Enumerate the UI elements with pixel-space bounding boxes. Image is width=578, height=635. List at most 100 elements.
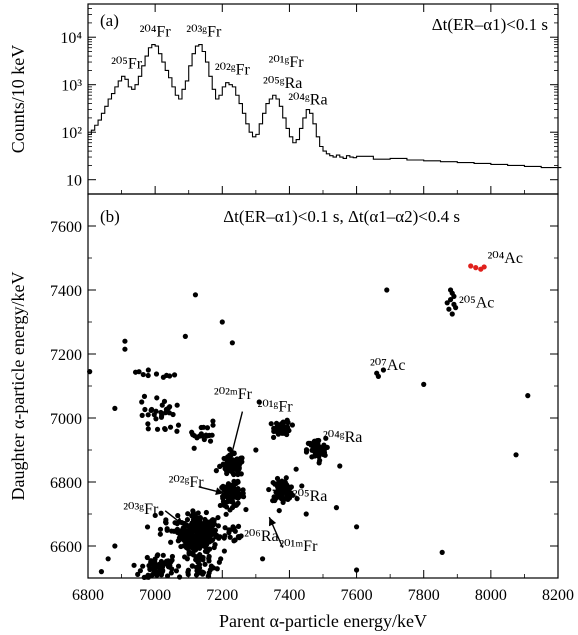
peak-label: ²⁰³ᵍFr bbox=[186, 24, 222, 41]
data-point bbox=[147, 566, 153, 573]
data-point bbox=[217, 502, 223, 509]
data-point bbox=[196, 522, 203, 528]
data-point bbox=[184, 517, 191, 523]
data-point bbox=[236, 464, 242, 471]
x-tick-label: 7200 bbox=[206, 587, 238, 604]
data-point bbox=[206, 532, 212, 538]
data-point bbox=[201, 436, 207, 443]
point-label: ²⁰²ᵐFr bbox=[214, 386, 253, 403]
data-point bbox=[232, 492, 238, 498]
a-y-tick-label: 10³ bbox=[61, 78, 82, 95]
data-point bbox=[151, 564, 157, 570]
data-point bbox=[131, 562, 137, 568]
data-point bbox=[294, 496, 300, 502]
data-point bbox=[122, 346, 128, 352]
data-point bbox=[202, 543, 208, 550]
b-y-tick-label: 7400 bbox=[50, 283, 82, 300]
data-point bbox=[153, 416, 159, 422]
x-tick-label: 8000 bbox=[475, 587, 507, 604]
data-point bbox=[142, 406, 148, 413]
data-point bbox=[191, 445, 197, 451]
data-point bbox=[353, 524, 360, 530]
data-point bbox=[144, 524, 151, 530]
x-tick-label: 7000 bbox=[139, 587, 171, 604]
data-point bbox=[201, 523, 207, 529]
data-point bbox=[181, 531, 188, 537]
data-point bbox=[278, 496, 285, 502]
data-point bbox=[153, 371, 160, 377]
data-point bbox=[158, 569, 164, 576]
peak-label: ²⁰⁵Fr bbox=[111, 55, 143, 72]
data-point bbox=[105, 556, 111, 562]
data-point bbox=[299, 483, 305, 489]
data-point bbox=[140, 371, 146, 378]
data-point bbox=[230, 524, 236, 530]
data-point bbox=[168, 539, 174, 545]
peak-label: ²⁰²ᵍFr bbox=[215, 62, 251, 79]
data-point bbox=[174, 428, 180, 434]
panel-b-label: (b) bbox=[100, 207, 120, 226]
data-point bbox=[190, 522, 196, 528]
data-point bbox=[231, 538, 237, 544]
data-point bbox=[139, 412, 145, 418]
data-point bbox=[453, 305, 459, 311]
data-point bbox=[384, 287, 390, 293]
data-point bbox=[314, 448, 320, 454]
data-point bbox=[308, 442, 314, 448]
data-point bbox=[162, 410, 169, 416]
data-point bbox=[173, 568, 180, 574]
data-point bbox=[225, 468, 231, 474]
data-point bbox=[152, 559, 158, 565]
data-point bbox=[276, 507, 282, 514]
data-point bbox=[198, 431, 204, 437]
data-point bbox=[219, 319, 225, 325]
data-point bbox=[145, 412, 151, 418]
data-point bbox=[279, 423, 285, 429]
a-y-tick-label: 10² bbox=[61, 125, 82, 142]
data-point bbox=[160, 552, 166, 558]
data-point bbox=[221, 535, 227, 541]
panel-b-points bbox=[87, 263, 531, 580]
point-label: ²⁰⁵Ac bbox=[459, 295, 494, 312]
data-point bbox=[169, 553, 176, 560]
panel-b-ticks: 6600 6800 7000 7200 7400 7600 6800 7000 7200 7400… bbox=[50, 190, 574, 604]
panel-b-arrows bbox=[164, 411, 292, 548]
data-point bbox=[238, 471, 244, 477]
data-point bbox=[206, 570, 212, 576]
data-point bbox=[266, 486, 272, 493]
x-tick-label: 8200 bbox=[542, 587, 574, 604]
data-point bbox=[185, 511, 191, 517]
data-point bbox=[136, 369, 142, 375]
point-label: ²⁰⁷Ac bbox=[370, 357, 405, 374]
data-point bbox=[207, 438, 214, 444]
b-y-tick-label: 6800 bbox=[50, 475, 82, 492]
data-point bbox=[220, 461, 226, 467]
data-point bbox=[446, 306, 452, 312]
data-point bbox=[155, 564, 162, 570]
data-point bbox=[152, 512, 158, 519]
data-point bbox=[217, 534, 223, 540]
data-point bbox=[439, 549, 445, 556]
data-point bbox=[203, 509, 209, 516]
data-point bbox=[158, 409, 164, 416]
data-point bbox=[220, 495, 226, 501]
data-point bbox=[227, 507, 233, 513]
panel-b-y-axis-label: Daughter α-particle energy/keV bbox=[8, 272, 28, 501]
data-point bbox=[98, 569, 105, 575]
data-point bbox=[187, 536, 193, 542]
data-point bbox=[163, 372, 170, 379]
point-label: ²⁰⁴ᵍRa bbox=[323, 429, 362, 446]
data-point bbox=[155, 552, 161, 558]
data-point bbox=[279, 478, 285, 484]
data-point bbox=[272, 427, 278, 433]
data-point bbox=[223, 511, 229, 517]
data-point bbox=[375, 373, 381, 379]
x-tick-label: 7800 bbox=[408, 587, 440, 604]
arrow-head bbox=[228, 449, 237, 458]
data-point bbox=[253, 447, 259, 453]
data-point bbox=[175, 512, 181, 519]
panel-a-histogram bbox=[88, 44, 562, 169]
data-point bbox=[211, 521, 218, 527]
data-point bbox=[162, 519, 169, 525]
data-point bbox=[270, 434, 277, 440]
